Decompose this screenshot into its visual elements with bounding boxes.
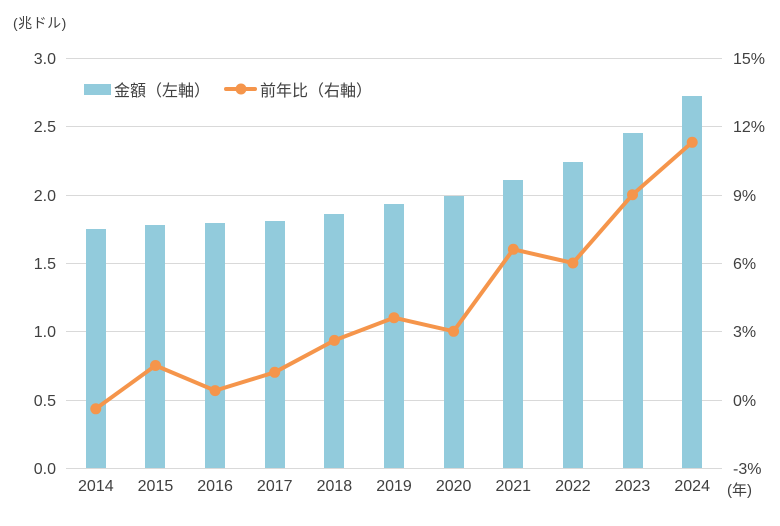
bar-2017 xyxy=(264,220,285,468)
bar-2019 xyxy=(384,204,404,468)
x-axis-tick-label: 2019 xyxy=(376,478,412,495)
bar-2020 xyxy=(443,196,464,468)
bar-2016 xyxy=(205,223,226,468)
left-axis-tick-label: 1.0 xyxy=(33,324,56,342)
bar-2014 xyxy=(85,228,106,468)
bar-2022 xyxy=(562,161,583,468)
x-axis-tick-label: 2020 xyxy=(435,478,472,495)
right-axis-tick-label: 12% xyxy=(733,119,766,137)
right-axis-tick-label: -3% xyxy=(733,461,762,478)
bar-2021 xyxy=(503,179,524,468)
bar-2015 xyxy=(145,224,166,468)
right-axis-tick-label: 15% xyxy=(733,51,766,68)
right-axis-tick-label: 3% xyxy=(733,324,757,342)
legend: 金額（左軸） 前年比（右軸） xyxy=(84,77,372,101)
left-axis-tick-label: 1.5 xyxy=(33,256,56,273)
x-axis-tick-label: 2015 xyxy=(137,478,174,495)
x-axis-tick-label: 2023 xyxy=(614,478,651,495)
right-axis-tick-label: 6% xyxy=(733,256,757,273)
left-axis-tick-label: 0.5 xyxy=(33,392,56,410)
bar-2024 xyxy=(682,96,703,468)
line-marker-dot-icon xyxy=(235,83,247,95)
legend-item-yoy: 前年比（右軸） xyxy=(224,77,372,101)
bar-series-swatch-icon xyxy=(84,83,111,95)
x-axis-tick-label: 2014 xyxy=(78,478,114,495)
x-axis-tick-label: 2024 xyxy=(674,478,710,495)
right-axis-tick-label: 9% xyxy=(733,187,757,205)
legend-item-amount: 金額（左軸） xyxy=(84,77,210,101)
x-axis-tick-label: 2017 xyxy=(256,478,293,495)
x-axis-tick-label: 2022 xyxy=(555,478,591,495)
legend-label-yoy: 前年比（右軸） xyxy=(260,83,373,100)
x-axis-tick-label: 2021 xyxy=(495,478,532,495)
line-series-swatch-icon xyxy=(224,83,258,95)
legend-label-amount: 金額（左軸） xyxy=(114,83,211,100)
left-axis-title: (兆ドル) xyxy=(13,15,67,31)
gridline xyxy=(66,468,722,469)
left-axis-tick-label: 3.0 xyxy=(33,51,56,68)
bar-2018 xyxy=(324,213,345,468)
x-axis-tick-label: 2016 xyxy=(197,478,233,495)
x-axis-unit-label: (年) xyxy=(727,482,752,499)
left-axis-tick-label: 2.5 xyxy=(33,119,56,137)
right-axis-tick-label: 0% xyxy=(733,392,757,410)
left-axis-tick-label: 2.0 xyxy=(33,187,56,205)
left-axis-tick-label: 0.0 xyxy=(33,461,56,478)
x-axis-tick-label: 2018 xyxy=(316,478,353,495)
bar-2023 xyxy=(622,133,643,468)
gridline xyxy=(66,58,722,59)
gridline xyxy=(66,126,722,128)
